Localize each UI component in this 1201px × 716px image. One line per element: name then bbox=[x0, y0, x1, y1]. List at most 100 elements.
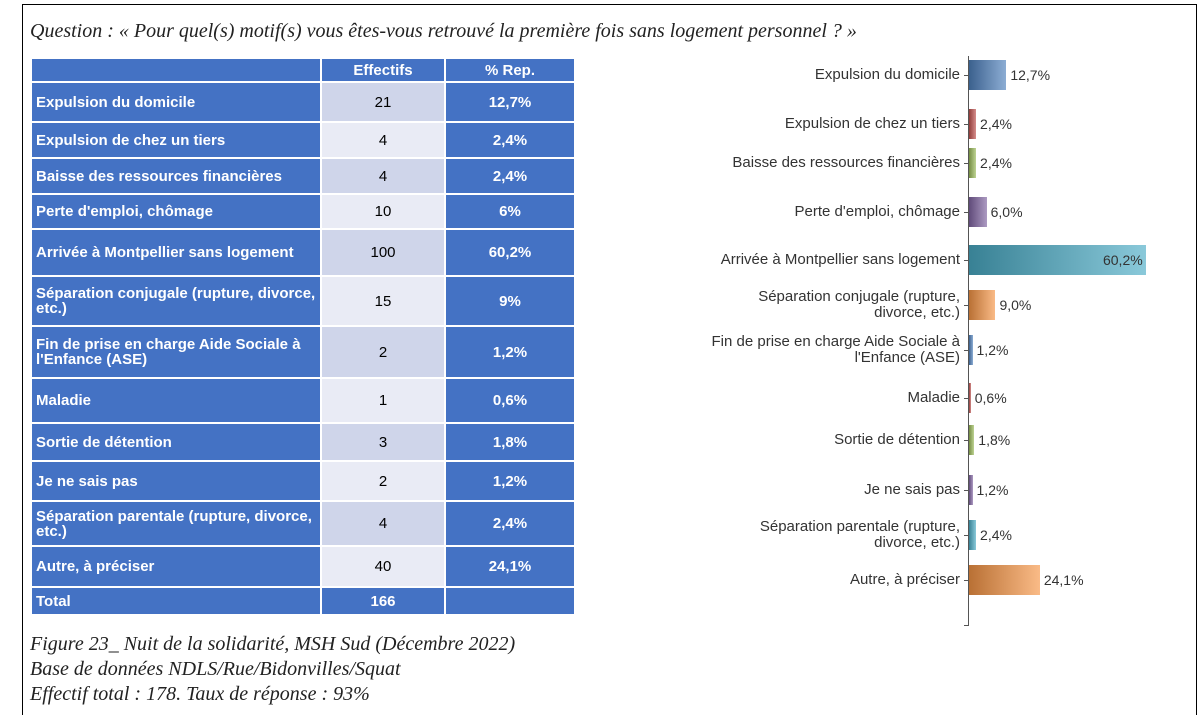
table: Effectifs% Rep. Expulsion du domicile 21 12… bbox=[30, 57, 576, 616]
table-cell: 40 bbox=[322, 547, 444, 586]
tick-mark bbox=[964, 398, 969, 399]
table-cell: 2 bbox=[322, 462, 444, 500]
table-cell: 1,2% bbox=[446, 327, 574, 377]
value-label: 9,0% bbox=[999, 297, 1032, 313]
bar bbox=[969, 109, 977, 139]
bar bbox=[969, 290, 996, 320]
table-cell: 15 bbox=[322, 277, 444, 325]
category-label: Perte d'emploi, chômage bbox=[794, 203, 960, 220]
category-label: Fin de prise en charge Aide Sociale à l'… bbox=[711, 333, 961, 366]
bar bbox=[969, 425, 975, 455]
table-cell: 2 bbox=[322, 327, 444, 377]
value-label: 1,8% bbox=[978, 432, 1011, 448]
value-label: 0,6% bbox=[974, 390, 1007, 406]
tick-mark bbox=[964, 535, 969, 536]
category-label: Expulsion du domicile bbox=[814, 66, 960, 83]
table-cell: 100 bbox=[322, 230, 444, 275]
table-cell: 12,7% bbox=[446, 83, 574, 121]
value-label: 2,4% bbox=[980, 527, 1012, 543]
bar bbox=[969, 520, 977, 550]
category-label: Séparation conjugale (rupture, divorce, … bbox=[758, 288, 960, 321]
tick-mark bbox=[964, 305, 969, 306]
table-cell: Expulsion de chez un tiers bbox=[32, 123, 320, 157]
table-cell: 4 bbox=[322, 502, 444, 545]
header-cell: % Rep. bbox=[446, 59, 574, 81]
bar bbox=[969, 383, 971, 413]
table-cell: Baisse des ressources financières bbox=[32, 159, 320, 193]
bar bbox=[969, 475, 973, 505]
category-label: Expulsion de chez un tiers bbox=[784, 115, 960, 132]
table-cell: 1 bbox=[322, 379, 444, 422]
table-cell: 4 bbox=[322, 159, 444, 193]
category-label: Maladie bbox=[907, 389, 960, 406]
axis-line bbox=[968, 56, 969, 626]
table-cell: Fin de prise en charge Aide Sociale à l'… bbox=[32, 327, 320, 377]
chart: Expulsion du domicile 12,7% Expulsion de c… bbox=[600, 56, 1190, 636]
table-cell: Séparation conjugale (rupture, divorce, … bbox=[32, 277, 320, 325]
value-label: 24,1% bbox=[1043, 572, 1084, 588]
table-row: Je ne sais pas 2 1,2% bbox=[32, 462, 574, 500]
value-label: 1,2% bbox=[976, 342, 1009, 358]
bar bbox=[969, 335, 973, 365]
table-cell: Perte d'emploi, chômage bbox=[32, 195, 320, 228]
category-label: Je ne sais pas bbox=[864, 481, 960, 498]
table-cell: 24,1% bbox=[446, 547, 574, 586]
tick-mark bbox=[964, 75, 969, 76]
table-row: Sortie de détention 3 1,8% bbox=[32, 424, 574, 460]
caption-line: Figure 23_ Nuit de la solidarité, MSH Su… bbox=[30, 633, 516, 655]
table-cell: Arrivée à Montpellier sans logement bbox=[32, 230, 320, 275]
header-cell bbox=[32, 59, 320, 81]
category-label: Séparation parentale (rupture, divorce, … bbox=[759, 518, 960, 551]
tick-mark bbox=[964, 124, 969, 125]
table-cell: Maladie bbox=[32, 379, 320, 422]
value-label: 1,2% bbox=[976, 482, 1009, 498]
table-cell: 60,2% bbox=[446, 230, 574, 275]
frame bbox=[22, 4, 1197, 715]
category-label: Sortie de détention bbox=[834, 431, 960, 448]
table-cell: 4 bbox=[322, 123, 444, 157]
table-row: Expulsion de chez un tiers 4 2,4% bbox=[32, 123, 574, 157]
table-cell: Séparation parentale (rupture, divorce, … bbox=[32, 502, 320, 545]
caption-line: Effectif total : 178. Taux de réponse : … bbox=[30, 683, 370, 705]
table-cell: Autre, à préciser bbox=[32, 547, 320, 586]
table-cell: Je ne sais pas bbox=[32, 462, 320, 500]
table-cell: 2,4% bbox=[446, 502, 574, 545]
table-cell bbox=[446, 588, 574, 614]
tick-mark bbox=[964, 260, 969, 261]
table-row: Maladie 1 0,6% bbox=[32, 379, 574, 422]
table-row: Fin de prise en charge Aide Sociale à l'… bbox=[32, 327, 574, 377]
tick-mark bbox=[964, 440, 969, 441]
table-cell: Expulsion du domicile bbox=[32, 83, 320, 121]
bar bbox=[969, 197, 987, 227]
table-cell: 2,4% bbox=[446, 159, 574, 193]
question: Question : « Pour quel(s) motif(s) vous … bbox=[30, 20, 857, 42]
table-cell: 6% bbox=[446, 195, 574, 228]
table-cell: 1,2% bbox=[446, 462, 574, 500]
table-cell: Sortie de détention bbox=[32, 424, 320, 460]
bar bbox=[969, 245, 1146, 275]
table-row: Expulsion du domicile 21 12,7% bbox=[32, 83, 574, 121]
tick-mark bbox=[964, 163, 969, 164]
tick-mark bbox=[964, 580, 969, 581]
tick-mark bbox=[964, 350, 969, 351]
value-label: 12,7% bbox=[1010, 67, 1051, 83]
table-cell: 3 bbox=[322, 424, 444, 460]
category-label: Baisse des ressources financières bbox=[732, 154, 960, 171]
value-label: 2,4% bbox=[980, 116, 1012, 132]
table-row: Autre, à préciser 40 24,1% bbox=[32, 547, 574, 586]
category-label: Arrivée à Montpellier sans logement bbox=[720, 251, 960, 268]
table-row: Séparation parentale (rupture, divorce, … bbox=[32, 502, 574, 545]
table-row: Baisse des ressources financières 4 2,4% bbox=[32, 159, 574, 193]
table-row: Perte d'emploi, chômage 10 6% bbox=[32, 195, 574, 228]
bar bbox=[969, 60, 1007, 90]
table-cell: 1,8% bbox=[446, 424, 574, 460]
value-label: 2,4% bbox=[980, 155, 1012, 171]
table-cell: 166 bbox=[322, 588, 444, 614]
caption-line: Base de données NDLS/Rue/Bidonvilles/Squ… bbox=[30, 658, 401, 680]
header-cell: Effectifs bbox=[322, 59, 444, 81]
value-label: 6,0% bbox=[990, 204, 1023, 220]
tick-mark bbox=[964, 212, 969, 213]
table-cell: 0,6% bbox=[446, 379, 574, 422]
table-cell: 9% bbox=[446, 277, 574, 325]
